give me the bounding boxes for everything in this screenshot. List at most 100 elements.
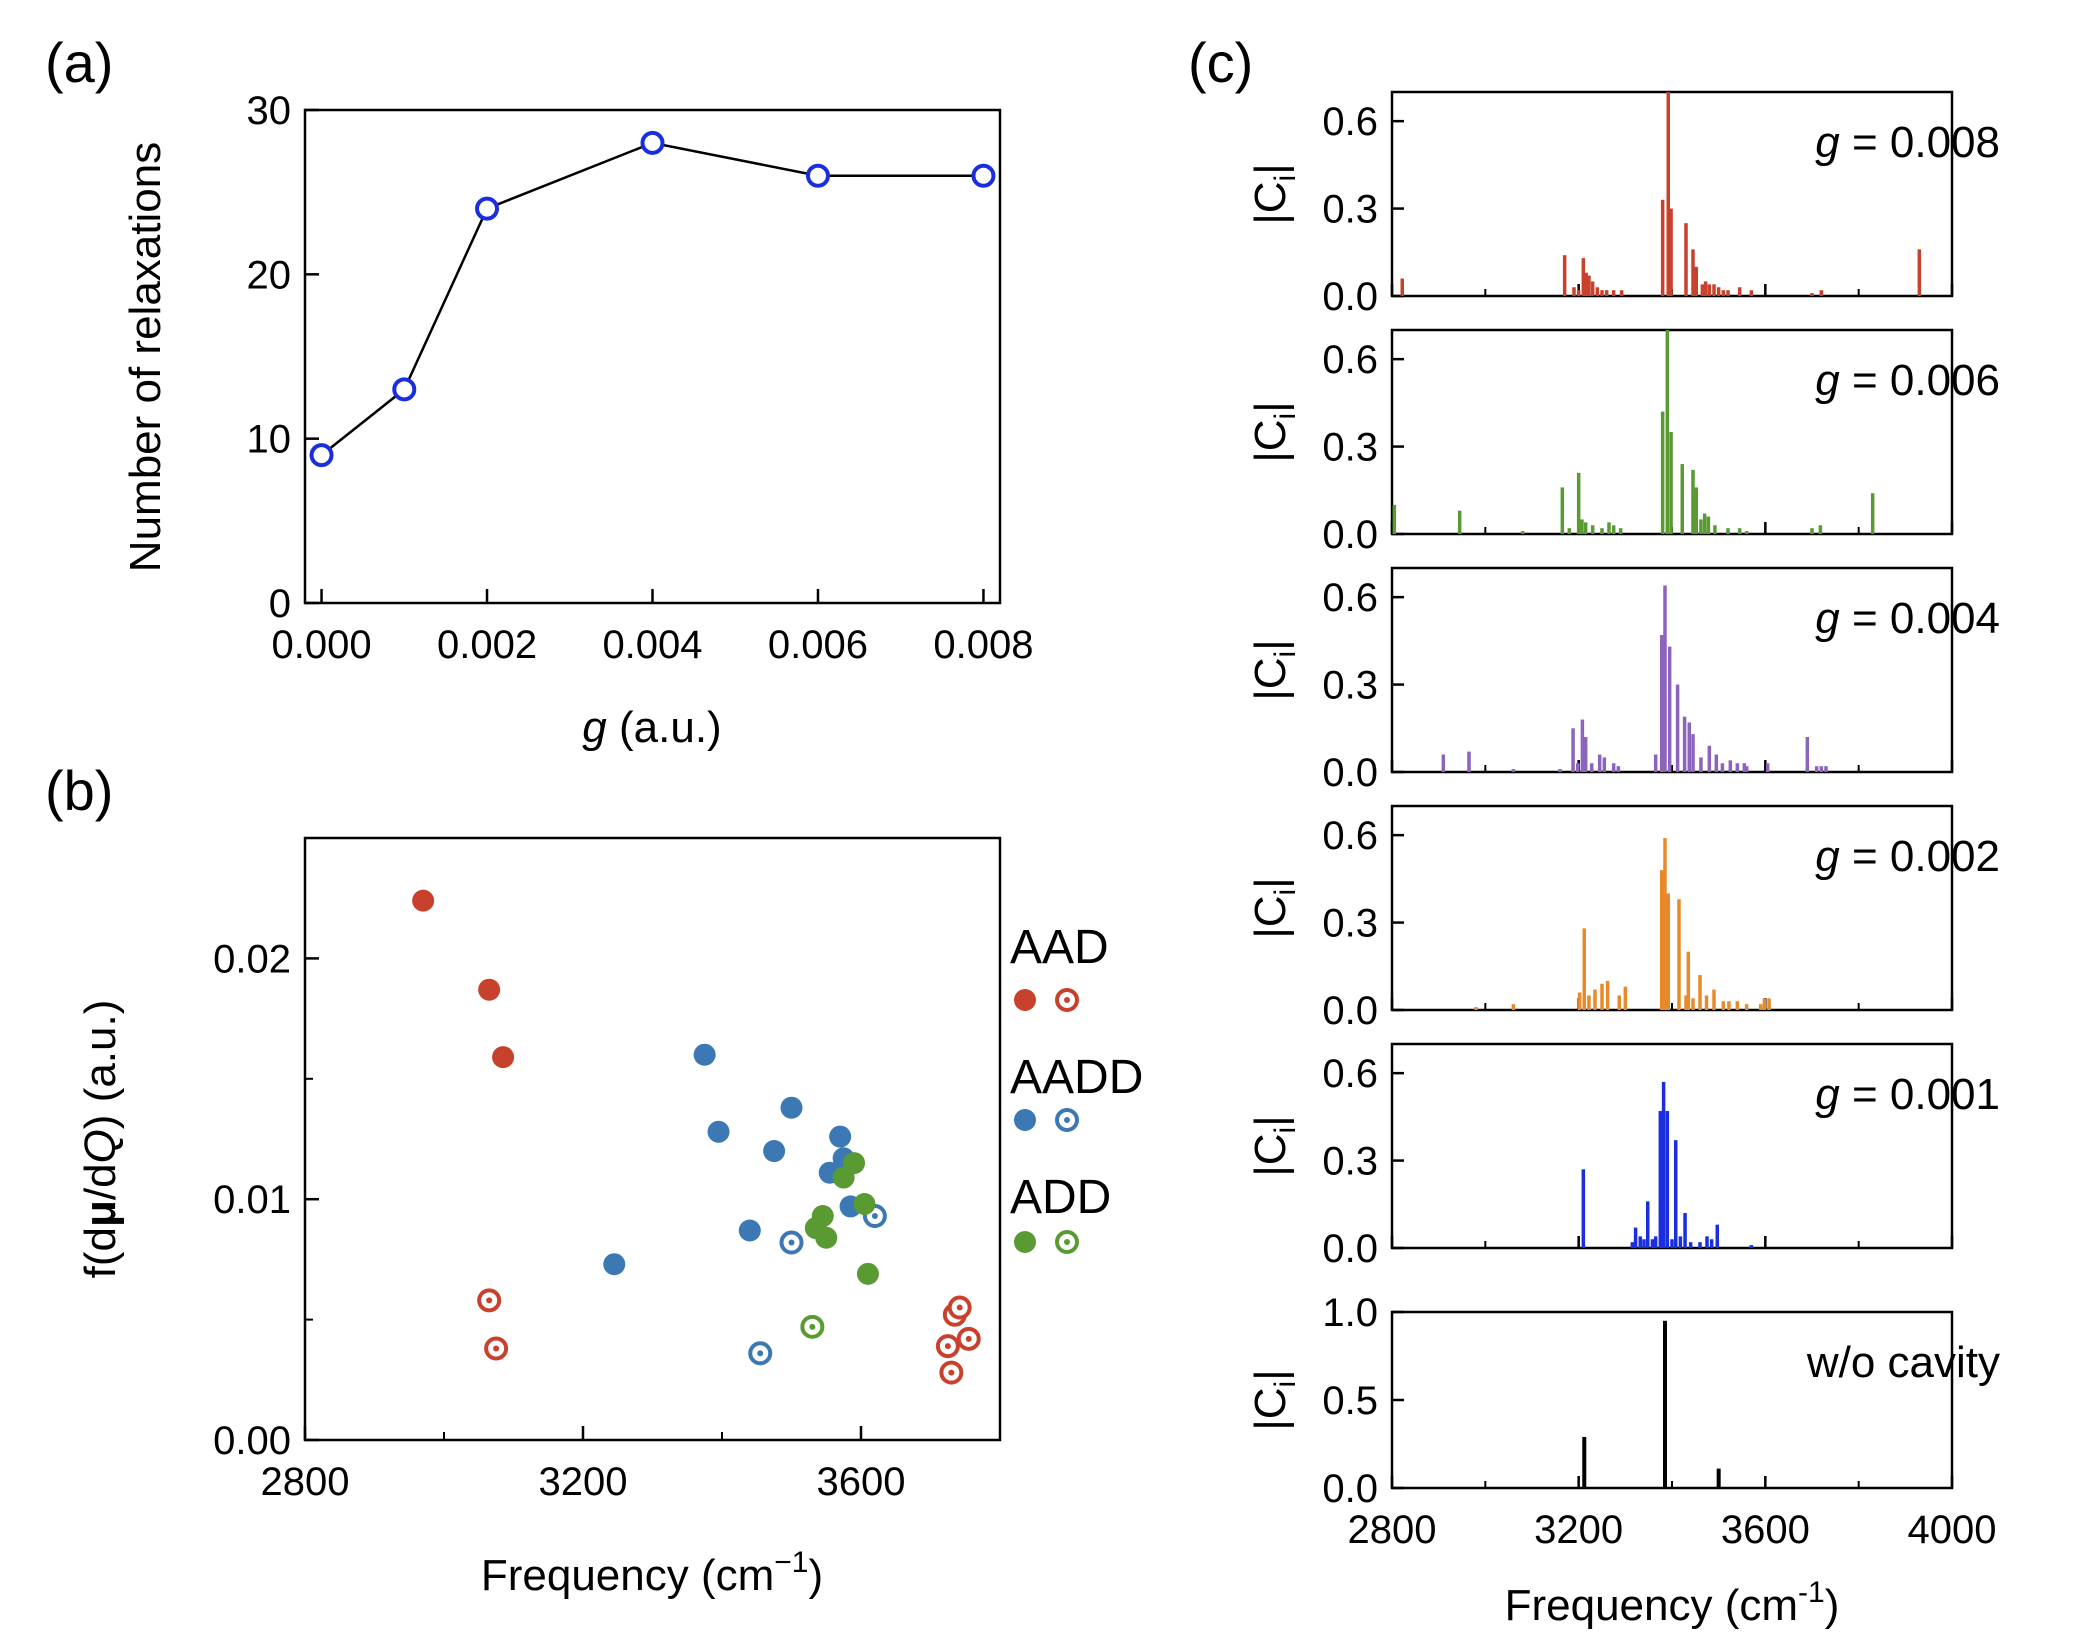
panel-c-bar: [1720, 763, 1725, 772]
panel-c-x-tick-label: 4000: [1908, 1508, 1997, 1552]
panel-b-y-ticks: 0.00 0.01 0.02: [213, 937, 319, 1463]
panel-c-bar: [1575, 763, 1580, 772]
panel-c-y-axis-label-open: |C: [1246, 1387, 1295, 1430]
panel-c-bar: [1699, 757, 1703, 772]
panel-c-bar: [1758, 1004, 1763, 1010]
panel-c-annotation-value: = 0.002: [1840, 832, 2000, 881]
panel-c-bar: [1742, 763, 1747, 772]
panel-c-bar: [1703, 281, 1708, 296]
panel-b-data-point: [478, 978, 501, 1001]
panel-c-y-axis-label: |Ci|: [1246, 1115, 1302, 1176]
panel-c-bar: [1623, 986, 1628, 1010]
panel-c-y-axis-label-close: |: [1246, 877, 1295, 888]
panel-c-bar: [1819, 766, 1824, 772]
panel-b-x-axis-label-sup: −1: [774, 1546, 808, 1579]
panel-c-bar: [1698, 975, 1702, 1010]
panel-c-bar: [1682, 716, 1687, 772]
panel-c-bar: [1721, 1001, 1726, 1010]
panel-c-subplot: 0.0 0.3 0.6 |Ci| g = 0.001: [1246, 1042, 2000, 1271]
panel-c-bar: [1474, 1007, 1478, 1010]
panel-c-bar: [1698, 1242, 1702, 1248]
panel-b-data-point: [603, 1253, 626, 1276]
panel-c-bar: [1762, 998, 1767, 1010]
panel-b-data-point-open: [748, 1341, 773, 1366]
panel-c-bar: [1618, 528, 1623, 534]
panel-c-y-axis-label-sub: i: [1269, 1381, 1302, 1388]
panel-b-data-point-open: [779, 1230, 804, 1255]
panel-c-y-tick-label: 0.0: [1322, 513, 1378, 557]
panel-a-data-point: [640, 130, 665, 155]
panel-c-bar: [1659, 870, 1664, 1010]
panel-c-subplot: 0.0 0.3 0.6 |Ci| g = 0.004: [1246, 566, 2000, 795]
panel-b-plot-frame: [303, 836, 1002, 1442]
panel-b-data-point-open-dot: [965, 1335, 972, 1342]
panel-a-y-tick-label: 20: [247, 253, 292, 297]
panel-b-legend-label: ADD: [1010, 1171, 1111, 1224]
panel-c-bar: [1735, 763, 1740, 772]
panel-a-x-ticks: 0.000 0.002 0.004 0.006 0.008: [271, 589, 1034, 667]
panel-c-y-axis-label: |Ci|: [1246, 163, 1302, 224]
panel-c-subplot-annotation: g = 0.006: [1815, 356, 2000, 405]
panel-c-bar: [1684, 995, 1688, 1010]
panel-b-data-point: [815, 1226, 838, 1249]
panel-c-y-axis-label-open: |C: [1246, 419, 1295, 462]
panel-c-bar: [1688, 1242, 1693, 1248]
panel-c-bar: [1713, 525, 1717, 534]
panel-c-bar: [1587, 275, 1591, 296]
panel-b-data-point-open: [956, 1326, 981, 1351]
panel-c-x-axis-label-text: Frequency (cm: [1505, 1581, 1798, 1630]
panel-c-y-tick-label: 0.3: [1322, 188, 1378, 232]
panel-c-bar: [1597, 754, 1602, 772]
panel-c-bar: [1571, 728, 1575, 772]
panel-b-data-point-open-dot: [956, 1304, 963, 1311]
panel-c-bar: [1400, 278, 1405, 296]
panel-c-bar: [1667, 646, 1672, 772]
panel-c-subplot: 0.0 0.3 0.6 |Ci| g = 0.006: [1246, 328, 2000, 557]
panel-c-bar: [1653, 754, 1658, 772]
panel-b-y-axis-label-mu: μ: [76, 1200, 125, 1227]
panel-c-bar: [1691, 998, 1695, 1010]
panel-b-data-point-open-dot: [757, 1350, 764, 1357]
panel-c-bar: [1567, 528, 1572, 534]
panel-c-annotation-g: g: [1815, 118, 1840, 167]
panel-c-x-axis-label-close: ): [1825, 1581, 1840, 1630]
panel-c-subplot: 0.0 0.5 1.0 |Ci| w/o cavity 2800 3200 3600 4000: [1246, 1291, 2000, 1552]
panel-c-bar: [1666, 92, 1671, 296]
panel-b-data-point-open-dot: [788, 1239, 795, 1246]
panel-c-annotation-g: g: [1815, 1070, 1840, 1119]
panel-b-data-point-open-dot: [809, 1323, 816, 1330]
panel-c-bar: [1805, 737, 1810, 772]
panel-c-annotation-value: w/o cavity: [1806, 1338, 2000, 1387]
panel-c-bar: [1611, 290, 1616, 296]
panel-a-x-axis-label: g (a.u.): [582, 703, 721, 752]
panel-c-bar: [1707, 745, 1712, 772]
panel-c-bar: [1617, 995, 1622, 1010]
panel-b-data-point: [763, 1140, 786, 1163]
panel-c-bar: [1670, 1239, 1674, 1248]
panel-b-y-tick-label: 0.01: [213, 1178, 291, 1222]
panel-c-bar: [1467, 751, 1471, 772]
panel-a-x-tick-label: 0.008: [933, 623, 1033, 667]
panel-c-annotation-value: = 0.004: [1840, 594, 2000, 643]
panel-b-legend-filled-marker: [1014, 1231, 1036, 1253]
panel-b-y-tick-label: 0.00: [213, 1419, 291, 1463]
panel-c-bar: [1642, 1239, 1646, 1248]
panel-c-bar: [1691, 249, 1695, 296]
panel-c-bar: [1810, 293, 1814, 296]
panel-c-bar: [1691, 469, 1695, 534]
panel-b-x-tick-label: 3200: [539, 1460, 628, 1504]
panel-c-bar: [1576, 472, 1581, 534]
panel-c-bar: [1824, 766, 1828, 772]
panel-c-y-axis-label-sub: i: [1269, 1127, 1302, 1134]
panel-c-subplot-annotation: g = 0.004: [1815, 594, 2000, 643]
panel-b-x-axis-label: Frequency (cm−1): [481, 1546, 823, 1600]
panel-c-bar: [1715, 1224, 1720, 1248]
panel-c-bar: [1661, 1081, 1666, 1248]
panel-c-bar: [1619, 290, 1624, 296]
panel-c-bar: [1706, 516, 1711, 534]
panel-a-y-tick-label: 0: [269, 582, 291, 626]
panel-b-data-point-open: [800, 1314, 825, 1339]
panel-b-legend-label: AADD: [1010, 1051, 1143, 1104]
panel-c-bar: [1686, 951, 1691, 1010]
